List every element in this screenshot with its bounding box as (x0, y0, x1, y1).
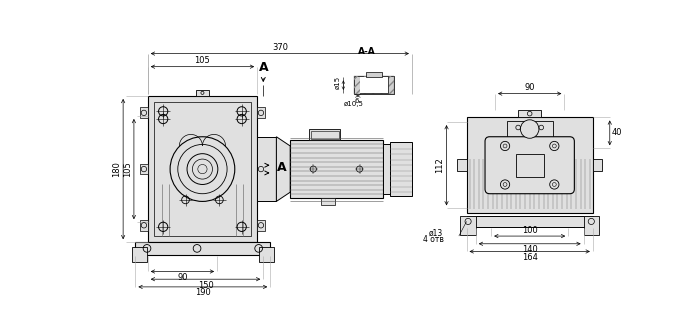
Bar (309, 129, 340, 140)
Bar (391, 142, 412, 196)
Bar (148, 96, 257, 242)
Bar (258, 247, 274, 262)
Text: 90: 90 (524, 83, 535, 92)
Text: 164: 164 (522, 253, 538, 262)
FancyBboxPatch shape (485, 137, 574, 194)
Bar (507, 120, 553, 137)
Circle shape (187, 154, 218, 184)
Text: 180: 180 (112, 161, 121, 177)
Bar (516, 154, 543, 177)
Text: 140: 140 (522, 245, 538, 254)
Bar (354, 76, 394, 94)
Text: A: A (258, 61, 268, 74)
Bar (257, 108, 265, 118)
Bar (290, 140, 383, 198)
Bar (383, 144, 391, 195)
Text: A: A (277, 161, 287, 174)
Bar (311, 131, 339, 139)
Text: 105: 105 (195, 56, 210, 65)
Text: A-A: A-A (358, 47, 375, 56)
Text: 150: 150 (197, 281, 214, 290)
Bar (132, 247, 147, 262)
Text: 190: 190 (195, 288, 211, 298)
Polygon shape (276, 137, 290, 202)
Bar (196, 90, 209, 96)
Bar (360, 77, 388, 93)
Text: 90: 90 (177, 273, 188, 282)
Text: ø10,5: ø10,5 (344, 101, 363, 107)
Bar (140, 108, 148, 118)
Bar (257, 220, 265, 231)
Bar (457, 159, 466, 171)
Text: 105: 105 (122, 161, 132, 177)
Bar (257, 164, 265, 174)
Bar (518, 110, 541, 118)
Bar (360, 77, 388, 93)
Text: ø15: ø15 (335, 75, 340, 89)
Bar (154, 102, 251, 236)
Bar (367, 72, 382, 77)
Text: 4 отв: 4 отв (423, 235, 444, 244)
Bar (140, 220, 148, 231)
Bar (466, 117, 593, 213)
Text: 112: 112 (435, 157, 444, 173)
Bar (354, 76, 394, 94)
Bar (257, 137, 276, 202)
Text: 40: 40 (612, 128, 622, 137)
Bar (461, 216, 476, 235)
Text: 100: 100 (522, 225, 538, 235)
Bar (593, 159, 602, 171)
Bar (135, 242, 270, 255)
Circle shape (521, 120, 539, 138)
Text: ø13: ø13 (429, 228, 444, 237)
Text: 370: 370 (272, 43, 288, 52)
Bar (466, 216, 593, 227)
Bar (321, 198, 335, 205)
Bar (584, 216, 599, 235)
Text: 6: 6 (354, 98, 358, 104)
Circle shape (170, 137, 234, 202)
Bar (140, 164, 148, 174)
